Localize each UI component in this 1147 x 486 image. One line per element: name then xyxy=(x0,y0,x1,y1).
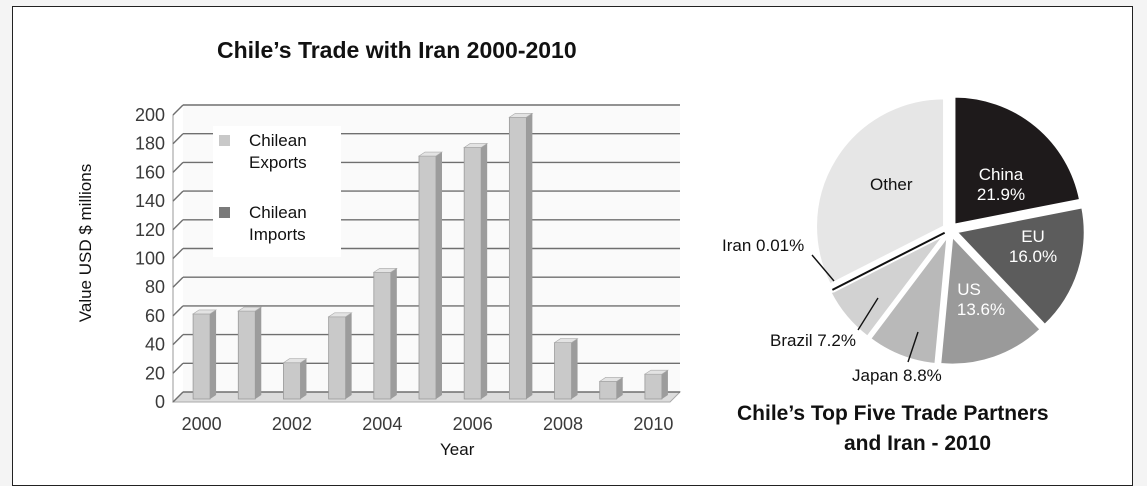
bar-exports-top xyxy=(282,358,308,363)
gridline-depth xyxy=(172,161,184,173)
bar-exports-side xyxy=(481,143,488,399)
bar-exports-top xyxy=(192,309,218,315)
y-tick-label: 100 xyxy=(135,249,165,269)
legend-label-exports-line1: Chilean xyxy=(249,131,307,150)
legend-label-exports-line2: Exports xyxy=(249,153,307,172)
bar-exports-top xyxy=(508,113,534,118)
bar-exports-top xyxy=(372,267,398,273)
pie-chart-title-line1: Chile’s Top Five Trade Partners xyxy=(737,402,1049,425)
pie-slice-other xyxy=(815,97,946,286)
y-tick-label: 160 xyxy=(135,162,165,182)
bar-chart-legend: Chilean Exports Chilean Imports xyxy=(213,126,341,257)
x-tick-label: 2004 xyxy=(362,414,402,434)
pie-label-us-value: 13.6% xyxy=(957,300,1005,319)
pie-leader-iran xyxy=(811,254,835,282)
pie-slice-japan xyxy=(868,233,949,366)
pie-slice-brazil xyxy=(829,233,946,339)
x-tick-label: 2006 xyxy=(453,414,493,434)
y-tick-label: 80 xyxy=(145,277,165,297)
pie-chart-title-line2: and Iran - 2010 xyxy=(844,432,992,455)
pie-label-eu-value: 16.0% xyxy=(1009,247,1057,266)
gridline-depth xyxy=(172,334,184,346)
bar-exports-side xyxy=(255,307,262,399)
pie-leader-japan xyxy=(907,331,919,363)
bar-exports-side xyxy=(390,268,397,399)
bar-exports-side xyxy=(526,113,533,400)
x-tick-label: 2008 xyxy=(543,414,583,434)
bar-exports-side xyxy=(436,152,442,399)
legend-swatch-imports xyxy=(219,207,230,218)
gridline-depth xyxy=(172,104,184,116)
bar-exports-top xyxy=(463,143,489,148)
bar-exports-top xyxy=(643,369,669,375)
x-tick-label: 2000 xyxy=(182,414,222,434)
legend-swatch-exports xyxy=(219,135,230,146)
legend-label-imports-line2: Imports xyxy=(249,225,306,244)
pie-label-us: US xyxy=(957,280,981,299)
bar-exports-top xyxy=(237,306,263,312)
pie-leader-brazil xyxy=(857,297,879,331)
bar-chart-title: Chile’s Trade with Iran 2000-2010 xyxy=(217,37,577,63)
pie-slice-eu xyxy=(954,206,1086,327)
bar-exports-top xyxy=(598,377,624,382)
y-tick-label: 180 xyxy=(135,134,165,154)
pie-label-eu: EU xyxy=(1021,227,1045,246)
gridline-depth xyxy=(172,362,184,374)
pie-label-other: Other xyxy=(870,175,913,194)
gridline-depth xyxy=(172,248,184,259)
gridline-depth xyxy=(172,305,184,317)
bar-exports-side xyxy=(616,377,623,399)
y-tick-label: 20 xyxy=(145,363,165,383)
pie-slice-us xyxy=(939,234,1042,366)
bar-exports-top xyxy=(553,338,579,343)
bar-exports-side xyxy=(300,358,307,399)
gridline-depth xyxy=(172,133,184,145)
bar-exports-top xyxy=(327,312,353,318)
x-tick-label: 2002 xyxy=(272,414,312,434)
x-tick-label: 2010 xyxy=(633,414,673,434)
pie-label-brazil: Brazil 7.2% xyxy=(770,331,856,350)
gridline-depth xyxy=(172,190,184,202)
y-tick-label: 60 xyxy=(145,306,165,326)
bar-chart-x-axis-label: Year xyxy=(440,440,475,459)
bar-exports-side xyxy=(661,370,668,399)
pie-slice-china xyxy=(953,95,1082,226)
y-tick-label: 200 xyxy=(135,105,165,125)
pie-label-china-value: 21.9% xyxy=(977,185,1025,204)
bar-exports-side xyxy=(345,312,352,399)
pie-label-china: China xyxy=(979,165,1024,184)
y-tick-label: 40 xyxy=(145,335,165,355)
pie-slice-iran xyxy=(831,231,946,291)
y-tick-label: 120 xyxy=(135,220,165,240)
legend-label-imports-line1: Chilean xyxy=(249,203,307,222)
y-tick-label: 140 xyxy=(135,191,165,211)
bar-exports-side xyxy=(210,309,217,399)
gridline-depth xyxy=(172,276,184,288)
y-tick-label: 0 xyxy=(155,392,165,412)
bar-exports-top xyxy=(418,151,443,157)
pie-label-iran: Iran 0.01% xyxy=(722,236,804,255)
pie-label-japan: Japan 8.8% xyxy=(852,366,942,385)
gridline-depth xyxy=(172,391,184,403)
gridline-depth xyxy=(172,219,184,231)
bar-exports-side xyxy=(571,338,578,399)
